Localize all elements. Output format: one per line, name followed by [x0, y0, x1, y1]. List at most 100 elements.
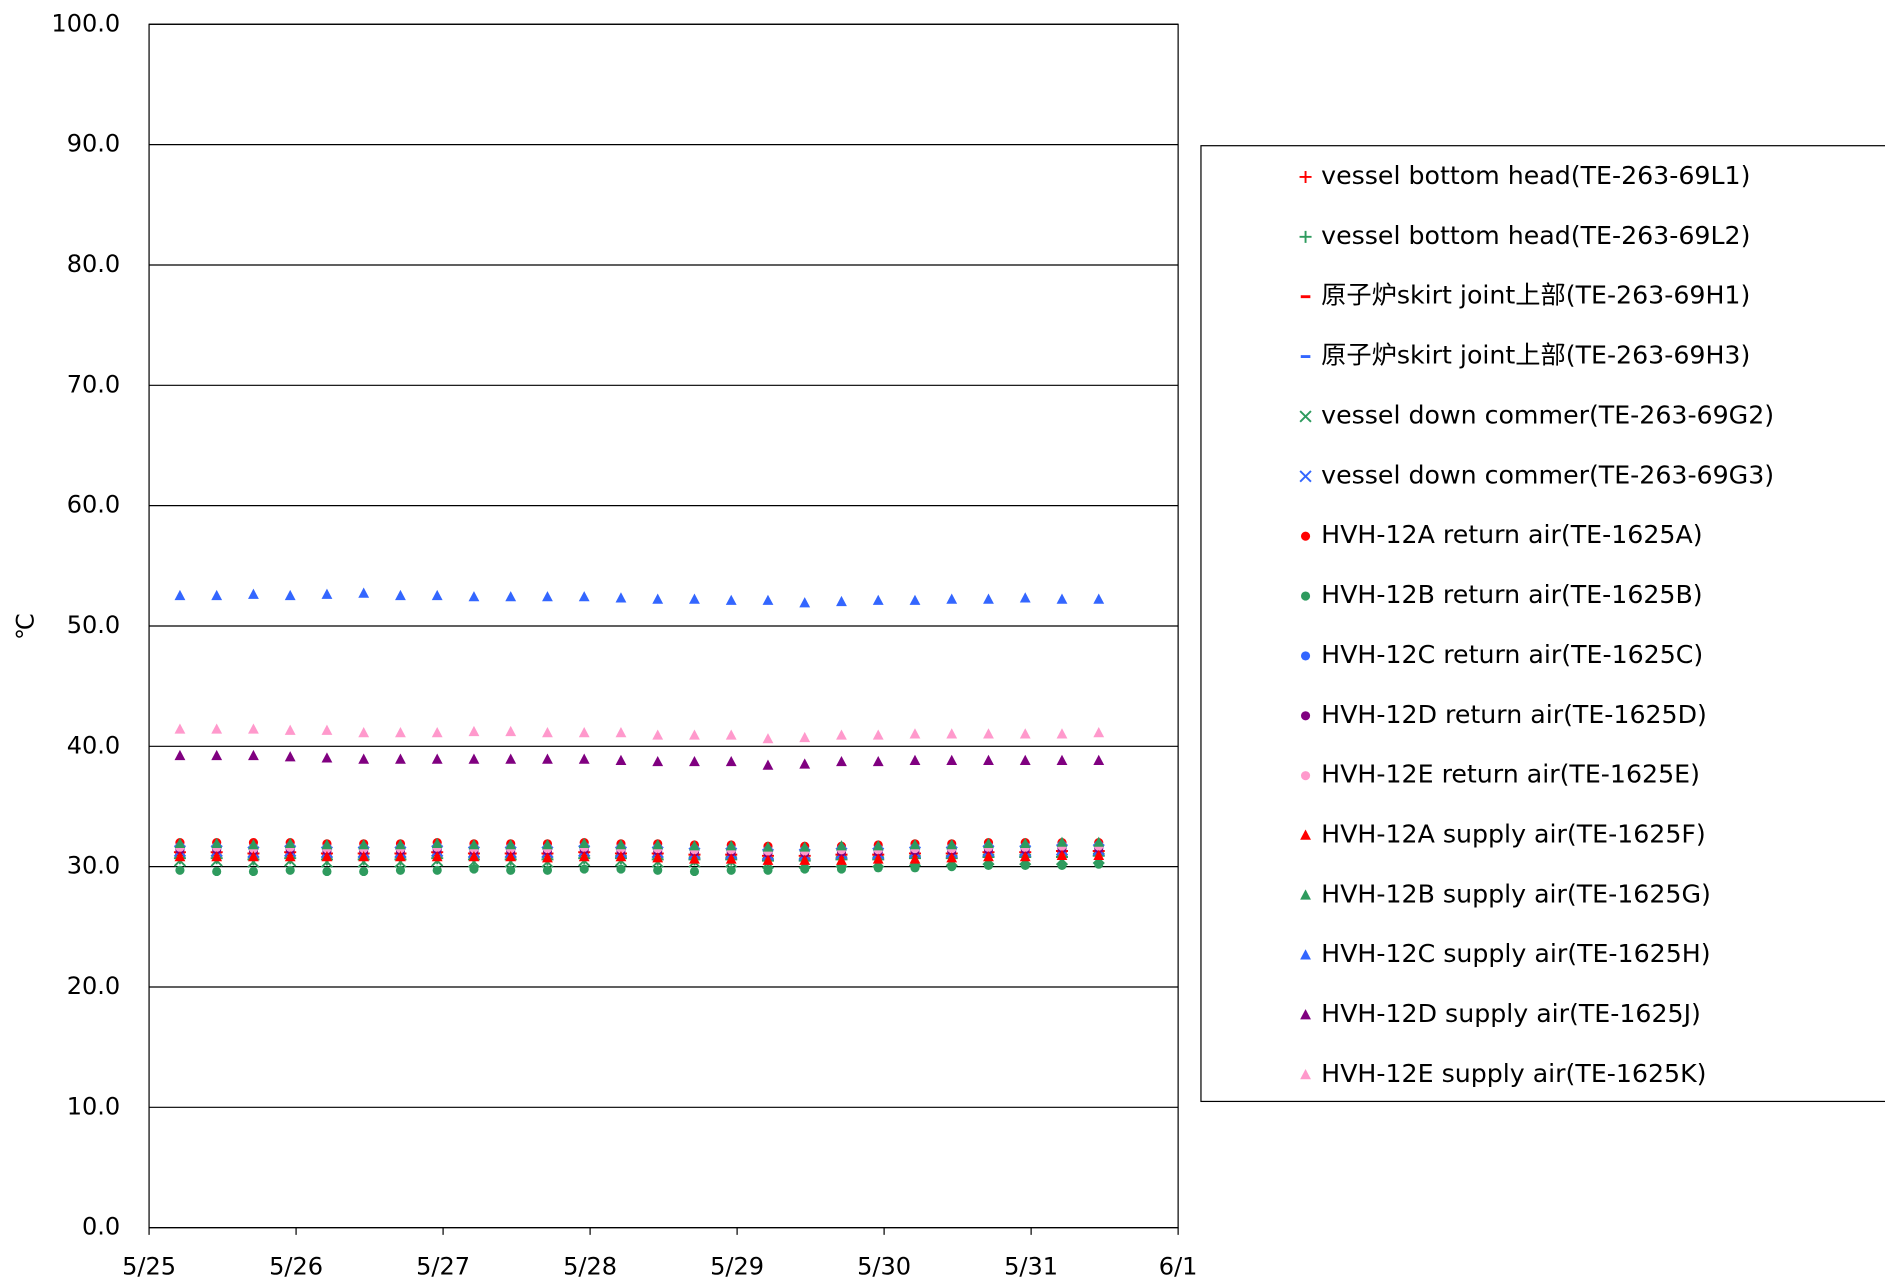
legend-label: vessel bottom head(TE-263-69L2) — [1321, 221, 1750, 250]
data-point — [799, 854, 811, 865]
data-point — [542, 852, 553, 863]
data-point — [1093, 754, 1105, 765]
data-point — [1019, 837, 1031, 848]
data-point — [248, 851, 259, 862]
data-point — [395, 589, 406, 601]
data-point — [909, 754, 921, 765]
data-point — [836, 595, 847, 607]
legend-marker — [1300, 651, 1311, 661]
legend-label: vessel down commer(TE-263-69G2) — [1321, 400, 1774, 429]
data-point — [1093, 727, 1105, 738]
data-point — [211, 851, 223, 862]
data-point — [321, 851, 333, 862]
data-point — [174, 589, 186, 601]
data-point — [947, 862, 957, 872]
x-tick-label: 5/25 — [122, 1252, 176, 1280]
data-point — [872, 853, 884, 864]
data-point — [983, 851, 994, 862]
legend-marker — [1299, 230, 1312, 243]
data-point — [725, 853, 737, 864]
data-point — [983, 754, 994, 765]
data-point — [1093, 836, 1105, 847]
legend-label: HVH-12B return air(TE-1625B) — [1321, 580, 1702, 609]
data-point — [725, 840, 737, 851]
legend-box — [1200, 145, 1885, 1103]
data-point — [175, 865, 185, 875]
legend-label: HVH-12A supply air(TE-1625F) — [1321, 820, 1706, 849]
legend-label: vessel bottom head(TE-263-69L1) — [1321, 161, 1750, 190]
legend-marker — [1299, 470, 1312, 483]
data-point — [431, 753, 443, 764]
data-point — [983, 837, 994, 848]
data-point — [689, 853, 700, 864]
data-point — [248, 588, 259, 599]
data-point — [615, 851, 627, 862]
data-point — [946, 838, 958, 850]
data-point — [909, 594, 921, 605]
data-point — [284, 751, 296, 762]
data-point — [321, 588, 333, 599]
legend-marker — [1300, 949, 1311, 960]
data-point — [358, 851, 370, 862]
data-point — [909, 853, 921, 864]
data-point — [578, 851, 590, 862]
data-point — [211, 749, 223, 761]
data-point — [762, 733, 774, 744]
legend-marker — [1300, 829, 1311, 840]
data-point — [1019, 728, 1031, 739]
data-point — [395, 727, 406, 738]
data-point — [321, 838, 333, 850]
data-point — [542, 727, 553, 738]
data-point — [395, 838, 406, 850]
data-point — [653, 865, 663, 875]
data-point — [872, 840, 884, 851]
data-point — [468, 591, 480, 602]
data-point — [174, 749, 186, 761]
data-point — [542, 865, 553, 875]
data-point — [358, 838, 370, 850]
data-point — [284, 837, 296, 848]
data-point — [800, 864, 810, 874]
data-point — [799, 597, 811, 608]
data-point — [615, 592, 627, 603]
data-point — [689, 866, 700, 877]
data-point — [615, 754, 627, 765]
data-point — [909, 838, 921, 850]
data-point — [1093, 849, 1105, 861]
y-tick-label: 10.0 — [67, 1092, 121, 1120]
data-point — [174, 837, 186, 848]
x-tick-label: 5/29 — [710, 1252, 764, 1280]
data-point — [542, 838, 553, 850]
data-point — [1056, 849, 1068, 861]
data-point — [431, 727, 443, 738]
y-tick-label: 100.0 — [51, 9, 120, 37]
y-tick-label: 20.0 — [67, 972, 121, 1000]
data-point — [358, 587, 370, 598]
data-point — [174, 723, 186, 734]
data-point — [910, 863, 920, 873]
legend-marker — [1300, 771, 1311, 781]
data-point — [284, 589, 296, 601]
data-point — [689, 729, 700, 740]
legend-label: vessel down commer(TE-263-69G3) — [1321, 460, 1774, 489]
data-point — [1094, 859, 1104, 869]
legend-marker — [1300, 1009, 1311, 1020]
data-point — [836, 729, 847, 740]
x-tick-label: 5/31 — [1004, 1252, 1058, 1280]
legend-marker — [1300, 711, 1311, 721]
y-tick-label: 90.0 — [67, 130, 121, 158]
data-point — [211, 837, 223, 848]
data-point — [505, 591, 517, 602]
data-point — [578, 727, 590, 738]
data-point — [872, 755, 884, 767]
data-point — [762, 594, 774, 605]
data-point — [799, 758, 811, 769]
data-point — [506, 865, 516, 875]
data-point — [542, 591, 553, 602]
data-point — [469, 864, 479, 874]
data-point — [359, 866, 369, 877]
data-point — [358, 727, 370, 738]
data-point — [983, 728, 994, 739]
data-point — [505, 851, 517, 862]
data-point — [174, 851, 186, 862]
